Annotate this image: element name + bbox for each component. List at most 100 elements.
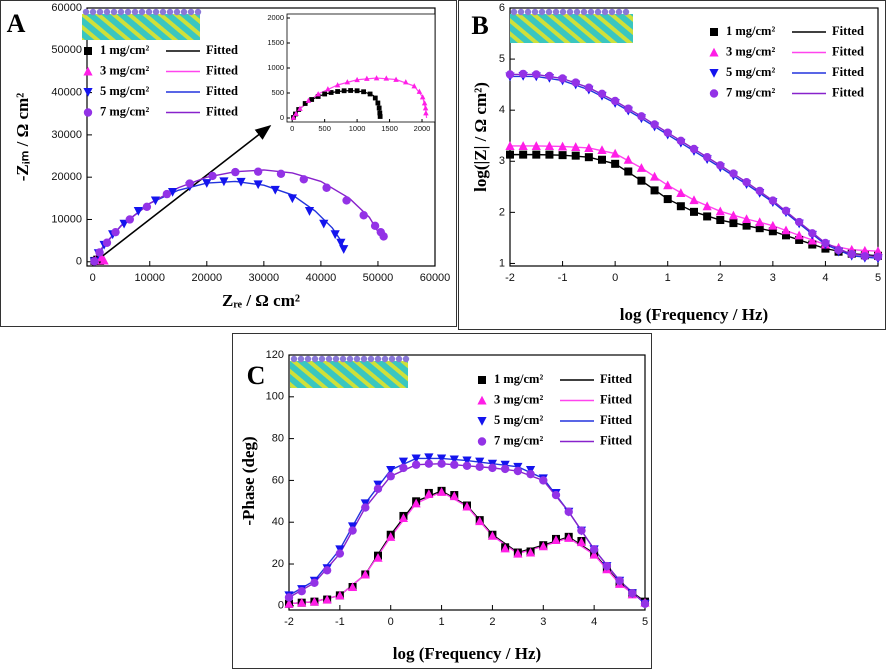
- x-tick-label: 2: [489, 616, 495, 628]
- marker: [475, 457, 485, 467]
- marker: [715, 206, 725, 216]
- x-tick-label: 5: [642, 616, 648, 628]
- marker: [650, 186, 659, 195]
- marker: [505, 70, 515, 79]
- x-tick-label: -1: [335, 616, 345, 628]
- y-tick-label: 100: [266, 391, 284, 403]
- marker: [95, 248, 104, 257]
- marker: [373, 75, 380, 81]
- legend-label: 1 mg/cm²: [494, 372, 543, 386]
- legend-marker: [83, 66, 93, 76]
- x-tick-label: 20000: [192, 272, 223, 284]
- marker: [610, 96, 620, 106]
- panel-label: B: [471, 11, 488, 40]
- x-tick-label: 60000: [420, 272, 451, 284]
- marker: [372, 95, 378, 101]
- sample-dot: [573, 8, 581, 16]
- sample-dot: [297, 355, 305, 363]
- marker: [782, 231, 790, 240]
- marker: [125, 215, 134, 224]
- marker: [531, 141, 541, 150]
- sample-dot: [601, 8, 609, 16]
- marker: [315, 94, 321, 99]
- marker: [253, 167, 263, 176]
- marker: [637, 112, 646, 121]
- y-tick-label: 3: [499, 155, 505, 167]
- marker: [419, 94, 426, 100]
- x-tick-label: 1000: [349, 124, 366, 133]
- marker: [90, 257, 99, 266]
- legend-marker: [84, 47, 92, 55]
- marker: [545, 150, 554, 159]
- y-tick-label: 4: [499, 104, 505, 116]
- marker: [336, 238, 346, 248]
- marker: [302, 101, 308, 106]
- x-tick-label: -2: [284, 616, 294, 628]
- y-tick-label: 500: [271, 88, 284, 97]
- marker: [584, 153, 593, 162]
- legend-label: Fitted: [832, 65, 864, 79]
- marker: [142, 202, 152, 211]
- marker: [398, 513, 409, 523]
- y-tick-label: 60000: [51, 2, 82, 14]
- marker: [597, 145, 607, 155]
- marker: [377, 114, 383, 119]
- marker: [598, 155, 606, 164]
- x-tick-label: 30000: [249, 272, 280, 284]
- y-tick-label: 40: [272, 516, 284, 528]
- marker: [325, 86, 331, 92]
- marker: [411, 83, 417, 89]
- marker: [558, 151, 567, 160]
- y-tick-label: 50000: [51, 44, 82, 56]
- marker: [449, 455, 459, 465]
- marker: [488, 463, 497, 473]
- chart: -2 -1 0 1 2 3 4 5 0 20 40 60 80 100 120 log (Frequency …: [239, 349, 650, 663]
- legend-label: 3 mg/cm²: [494, 392, 543, 406]
- x-tick-label: -1: [558, 272, 568, 284]
- x-tick-label: 500: [318, 124, 331, 133]
- marker: [513, 548, 523, 558]
- marker: [808, 229, 817, 238]
- x-axis-label: Zᵣₑ / Ω cm²: [222, 291, 300, 310]
- marker: [539, 476, 548, 485]
- marker: [505, 141, 515, 150]
- sample-dot: [559, 8, 567, 16]
- marker: [450, 460, 459, 469]
- marker: [584, 143, 594, 152]
- fit-line: [288, 462, 646, 605]
- marker: [330, 230, 340, 240]
- legend-label: Fitted: [600, 413, 632, 427]
- legend-marker: [477, 395, 487, 405]
- marker: [373, 552, 383, 562]
- marker: [808, 240, 817, 249]
- marker: [364, 75, 370, 81]
- marker: [728, 210, 739, 220]
- sample-dot: [194, 8, 202, 16]
- marker: [411, 454, 421, 464]
- sample-image: [290, 361, 408, 388]
- marker: [328, 90, 334, 95]
- y-tick-label: 80: [272, 433, 284, 445]
- marker: [545, 71, 554, 81]
- marker: [305, 97, 312, 103]
- marker: [462, 456, 472, 466]
- marker: [650, 120, 659, 129]
- sample-dot: [325, 355, 333, 363]
- marker: [354, 88, 360, 94]
- marker: [637, 176, 646, 185]
- chart: 0 500 1000 1500 2000 0 500 1000 1500 2000: [267, 13, 436, 133]
- legend-label: Fitted: [206, 43, 238, 57]
- marker: [755, 224, 764, 233]
- sample-dot: [538, 8, 546, 16]
- x-tick-label: 2000: [414, 124, 431, 133]
- marker: [847, 250, 856, 259]
- x-tick-label: 2: [717, 272, 723, 284]
- sample-dot: [524, 8, 532, 16]
- plot-frame: [288, 354, 646, 611]
- marker: [310, 578, 319, 588]
- marker: [424, 489, 434, 498]
- marker: [873, 246, 883, 256]
- marker: [335, 89, 341, 94]
- x-axis-label: log (Frequency / Hz): [393, 644, 541, 663]
- marker: [500, 543, 510, 553]
